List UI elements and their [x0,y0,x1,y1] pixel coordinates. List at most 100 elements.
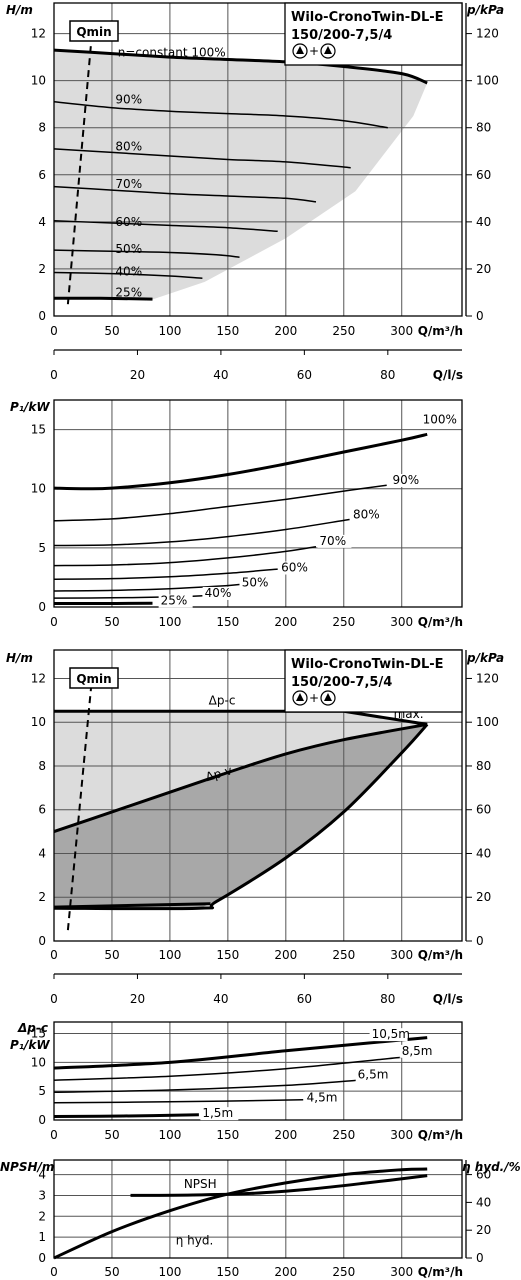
pump-title: Wilo-CronoTwin-DL-E [291,10,444,25]
pump-model: 150/200-7,5/4 [291,28,392,43]
qmin-line [66,42,93,305]
chart-npsh-efficiency: 0 50 100 150 200 250 300 0 1 2 3 4 Q/m³/h NPSH η hyd. 0… [0,1159,521,1279]
qmin-label: Qmin [76,672,111,686]
secondary-x-tick-label: 20 [130,992,145,1006]
dpc-power-label: 6,5m [358,1067,389,1081]
x-axis-label: Q/m³/h [418,615,463,629]
dpc-power-label: 10,5m [372,1027,410,1041]
secondary-x-axis-label: Q/l/s [433,992,463,1006]
x-tick-label: 250 [332,1128,355,1142]
min-curve [53,902,211,909]
speed-curve-label: 50% [115,242,142,256]
right-tick-label: 40 [476,215,491,229]
right-axis-label: p/kPa [466,651,504,665]
speed-curve-label: 80% [115,140,142,154]
secondary-x-tick-label: 80 [380,368,395,382]
x-tick-label: 250 [332,324,355,338]
x-tick-label: 50 [104,1128,119,1142]
dpc-label: Δp-c [209,694,236,708]
right-tick-label: 0 [476,309,484,323]
x-tick-label: 150 [216,615,239,629]
secondary-x-tick-label: 0 [50,992,58,1006]
y-tick-label: 5 [38,1084,46,1098]
right-tick-label: 0 [476,934,484,948]
qmin-line [66,687,93,931]
pump-head-triangle-icon [324,693,332,701]
x-tick-label: 0 [50,1265,58,1279]
y-tick-label: 1 [38,1230,46,1244]
right-tick-label: 40 [476,1195,491,1209]
speed-curve [53,101,388,129]
efficiency-curve [53,1167,428,1260]
x-tick-label: 150 [216,324,239,338]
dpc-power-label: 1,5m [202,1106,233,1120]
speed-curve [53,296,153,301]
power-curve-label: 60% [281,561,308,575]
speed-curve [53,271,203,280]
speed-curve [53,249,240,258]
y-tick-label: 2 [38,1209,46,1223]
y-tick-label: 4 [38,846,46,860]
y-axis-label: H/m [6,651,33,665]
y-axis-label: H/m [6,3,33,17]
right-tick-label: 60 [476,1168,491,1182]
speed-curve [53,219,278,233]
x-tick-label: 0 [50,324,58,338]
power-curve-label-bg [317,534,352,548]
plot-frame [53,2,463,317]
x-tick-label: 300 [390,1265,413,1279]
dpc-power-label: 8,5m [402,1044,433,1058]
dpc-power-curve [53,1079,358,1094]
x-axis-label: Q/m³/h [418,1265,463,1279]
x-tick-label: 100 [158,1265,181,1279]
chart-hq-speed-control: 0 50 100 150 200 250 300024681012Q/m³/hn=const… [6,2,504,382]
plot-frame [53,1159,463,1259]
pump-title: Wilo-CronoTwin-DL-E [291,657,444,672]
right-tick-label: 120 [476,27,499,41]
power-curve-label: 70% [319,534,346,548]
speed-curve-label: 40% [115,264,142,278]
y-tick-label: 10 [31,482,46,496]
power-curve [53,568,278,580]
plot-frame [53,1021,463,1121]
x-tick-label: 150 [216,1265,239,1279]
y-tick-label: 3 [38,1188,46,1202]
x-tick-label: 50 [104,324,119,338]
x-axis-label: Q/m³/h [418,1128,463,1142]
right-tick-label: 20 [476,1223,491,1237]
right-tick-label: 120 [476,671,499,685]
y-tick-label: 10 [31,74,46,88]
speed-curve [53,48,428,85]
secondary-x-tick-label: 20 [130,368,145,382]
power-curve-label: 100% [423,413,457,427]
right-tick-label: 20 [476,890,491,904]
chart-p1-speed-control: 0 50 100 150 200 250 300 0 5 10 15 Q/m³/h 100% 90% 80%… [10,399,463,629]
right-tick-label: 20 [476,262,491,276]
y-tick-label: 12 [31,27,46,41]
y-axis-label: P₁/kW [10,400,50,414]
pump-title-box [284,649,463,713]
chart-p1-dpc: 0 50 100 150 200 250 300 0 5 10 15 Q/m³/h 10,5m 8,5m 6… [10,1021,463,1142]
dpv-curve [53,722,428,834]
x-tick-label: 0 [50,615,58,629]
secondary-x-tick-label: 60 [297,992,312,1006]
x-tick-label: 100 [158,615,181,629]
y-tick-label: 8 [38,759,46,773]
y-tick-label: 15 [31,1027,46,1041]
x-tick-label: 100 [158,324,181,338]
power-curve-label: 50% [242,575,269,589]
dpv-range-area [54,724,428,909]
x-tick-label: 200 [274,948,297,962]
y-tick-label: 8 [38,121,46,135]
efficiency-label: η hyd. [176,1233,214,1247]
secondary-x-tick-label: 40 [213,992,228,1006]
dpc-power-curve [53,1056,402,1081]
x-tick-label: 50 [104,1265,119,1279]
power-curve [53,432,428,491]
speed-curve [53,185,317,203]
y-tick-label: 2 [38,890,46,904]
min-speed-boundary [53,723,429,911]
speed-curve-label: n=constant 100% [118,45,226,59]
right-tick-label: 80 [476,121,491,135]
